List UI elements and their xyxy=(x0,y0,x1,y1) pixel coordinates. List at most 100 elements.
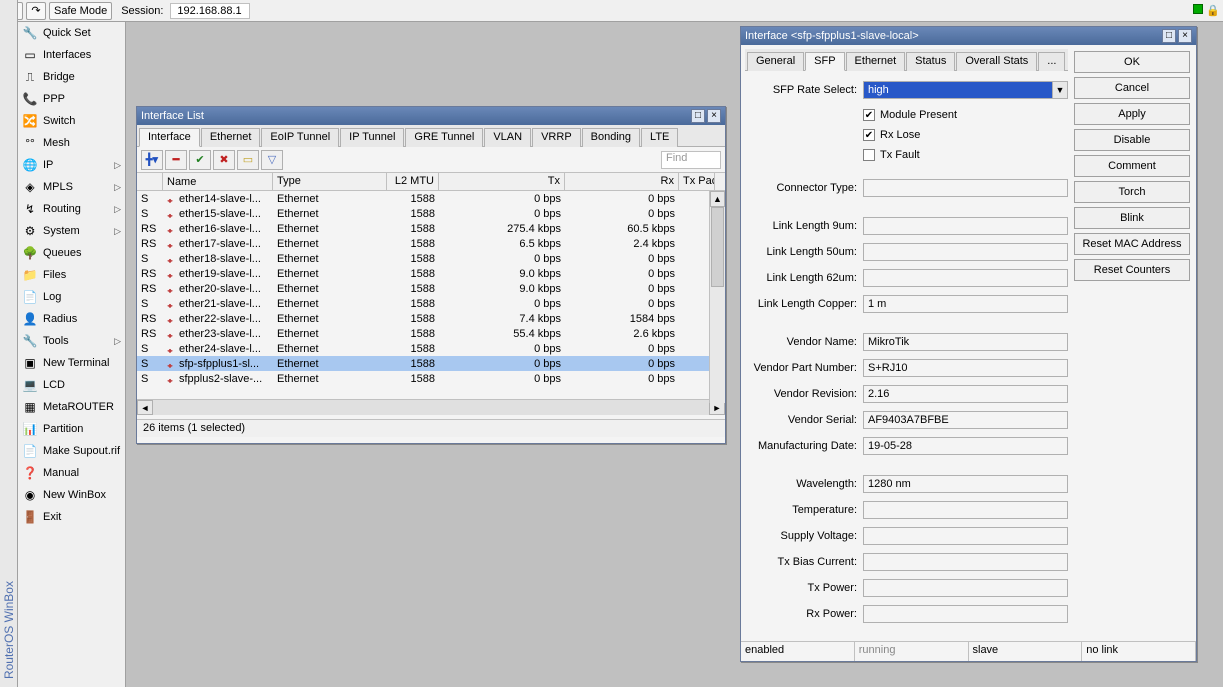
rx-lose-label: Rx Lose xyxy=(880,129,920,141)
table-row[interactable]: S ether24-slave-l... Ethernet 1588 0 bps… xyxy=(137,341,725,356)
menu-item-routing[interactable]: ↯Routing▷ xyxy=(18,198,125,220)
tab-status[interactable]: Status xyxy=(906,52,955,71)
menu-item-radius[interactable]: 👤Radius xyxy=(18,308,125,330)
blink-button[interactable]: Blink xyxy=(1074,207,1190,229)
col-rx[interactable]: Rx xyxy=(565,173,679,190)
menu-item-new-winbox[interactable]: ◉New WinBox xyxy=(18,484,125,506)
rate-select-combo[interactable]: high ▼ xyxy=(863,81,1068,99)
comment-button[interactable]: ▭ xyxy=(237,150,259,170)
tab-vrrp[interactable]: VRRP xyxy=(532,128,581,147)
vertical-scrollbar[interactable]: ▲ xyxy=(709,191,725,403)
comment-button[interactable]: Comment xyxy=(1074,155,1190,177)
col-tx[interactable]: Tx xyxy=(439,173,565,190)
status-running: running xyxy=(855,642,969,661)
menu-item-switch[interactable]: 🔀Switch xyxy=(18,110,125,132)
col-txp[interactable]: Tx Pac xyxy=(679,173,715,190)
add-button[interactable]: ╋▾ xyxy=(141,150,163,170)
menu-item-log[interactable]: 📄Log xyxy=(18,286,125,308)
filter-button[interactable]: ▽ xyxy=(261,150,283,170)
tab-eoip-tunnel[interactable]: EoIP Tunnel xyxy=(261,128,339,147)
reset-mac-address-button[interactable]: Reset MAC Address xyxy=(1074,233,1190,255)
menu-item-bridge[interactable]: ⎍Bridge xyxy=(18,66,125,88)
table-row[interactable]: S ether18-slave-l... Ethernet 1588 0 bps… xyxy=(137,251,725,266)
row-flag: RS xyxy=(137,283,163,295)
horizontal-scrollbar[interactable]: ◄ ► xyxy=(137,399,725,415)
menu-item-quick-set[interactable]: 🔧Quick Set xyxy=(18,22,125,44)
col-name[interactable]: Name xyxy=(163,173,273,190)
tab-ethernet[interactable]: Ethernet xyxy=(201,128,261,147)
field-label: Wavelength: xyxy=(745,478,863,490)
find-input[interactable]: Find xyxy=(661,151,721,169)
ok-button[interactable]: OK xyxy=(1074,51,1190,73)
tab-ip-tunnel[interactable]: IP Tunnel xyxy=(340,128,404,147)
menu-item-tools[interactable]: 🔧Tools▷ xyxy=(18,330,125,352)
col-type[interactable]: Type xyxy=(273,173,387,190)
tab-gre-tunnel[interactable]: GRE Tunnel xyxy=(405,128,483,147)
menu-item-interfaces[interactable]: ▭Interfaces xyxy=(18,44,125,66)
tab-sfp[interactable]: SFP xyxy=(805,52,844,71)
scroll-thumb[interactable] xyxy=(711,207,724,287)
menu-icon: ⎍ xyxy=(22,69,38,85)
menu-item-metarouter[interactable]: ▦MetaROUTER xyxy=(18,396,125,418)
tab--[interactable]: ... xyxy=(1038,52,1065,71)
menu-item-ppp[interactable]: 📞PPP xyxy=(18,88,125,110)
field-row: Manufacturing Date:19-05-28 xyxy=(745,435,1068,457)
table-row[interactable]: RS ether23-slave-l... Ethernet 1588 55.4… xyxy=(137,326,725,341)
menu-item-system[interactable]: ⚙System▷ xyxy=(18,220,125,242)
tab-general[interactable]: General xyxy=(747,52,804,71)
tab-lte[interactable]: LTE xyxy=(641,128,678,147)
menu-item-mesh[interactable]: °°Mesh xyxy=(18,132,125,154)
scroll-up-button[interactable]: ▲ xyxy=(710,191,725,207)
table-row[interactable]: RS ether20-slave-l... Ethernet 1588 9.0 … xyxy=(137,281,725,296)
menu-item-manual[interactable]: ❓Manual xyxy=(18,462,125,484)
minimize-button[interactable]: □ xyxy=(691,109,705,123)
table-row[interactable]: RS ether16-slave-l... Ethernet 1588 275.… xyxy=(137,221,725,236)
row-mtu: 1588 xyxy=(387,253,439,265)
tab-interface[interactable]: Interface xyxy=(139,128,200,147)
table-row[interactable]: S ether14-slave-l... Ethernet 1588 0 bps… xyxy=(137,191,725,206)
col-flag[interactable] xyxy=(137,173,163,190)
table-row[interactable]: S sfp-sfpplus1-sl... Ethernet 1588 0 bps… xyxy=(137,356,725,371)
scroll-left-button[interactable]: ◄ xyxy=(137,400,153,415)
menu-item-lcd[interactable]: 💻LCD xyxy=(18,374,125,396)
window-titlebar[interactable]: Interface <sfp-sfpplus1-slave-local> □ × xyxy=(741,27,1196,45)
table-row[interactable]: S ether21-slave-l... Ethernet 1588 0 bps… xyxy=(137,296,725,311)
row-flag: RS xyxy=(137,268,163,280)
cancel-button[interactable]: Cancel xyxy=(1074,77,1190,99)
disable-button[interactable]: Disable xyxy=(1074,129,1190,151)
table-row[interactable]: S sfpplus2-slave-... Ethernet 1588 0 bps… xyxy=(137,371,725,386)
menu-item-make-supout.rif[interactable]: 📄Make Supout.rif xyxy=(18,440,125,462)
table-row[interactable]: RS ether22-slave-l... Ethernet 1588 7.4 … xyxy=(137,311,725,326)
tab-vlan[interactable]: VLAN xyxy=(484,128,531,147)
table-row[interactable]: RS ether19-slave-l... Ethernet 1588 9.0 … xyxy=(137,266,725,281)
table-row[interactable]: S ether15-slave-l... Ethernet 1588 0 bps… xyxy=(137,206,725,221)
minimize-button[interactable]: □ xyxy=(1162,29,1176,43)
dropdown-icon[interactable]: ▼ xyxy=(1052,81,1068,99)
menu-item-new-terminal[interactable]: ▣New Terminal xyxy=(18,352,125,374)
menu-item-exit[interactable]: 🚪Exit xyxy=(18,506,125,528)
close-button[interactable]: × xyxy=(707,109,721,123)
menu-item-queues[interactable]: 🌳Queues xyxy=(18,242,125,264)
tx-fault-checkbox xyxy=(863,149,875,161)
reset-counters-button[interactable]: Reset Counters xyxy=(1074,259,1190,281)
close-button[interactable]: × xyxy=(1178,29,1192,43)
menu-item-ip[interactable]: 🌐IP▷ xyxy=(18,154,125,176)
safe-mode-button[interactable]: Safe Mode xyxy=(49,2,112,20)
enable-button[interactable]: ✔ xyxy=(189,150,211,170)
row-tx: 7.4 kbps xyxy=(439,313,565,325)
redo-button[interactable]: ↷ xyxy=(26,2,46,20)
disable-button[interactable]: ✖ xyxy=(213,150,235,170)
remove-button[interactable]: ━ xyxy=(165,150,187,170)
tab-overall-stats[interactable]: Overall Stats xyxy=(956,52,1037,71)
menu-item-mpls[interactable]: ◈MPLS▷ xyxy=(18,176,125,198)
menu-item-files[interactable]: 📁Files xyxy=(18,264,125,286)
window-titlebar[interactable]: Interface List □ × xyxy=(137,107,725,125)
apply-button[interactable]: Apply xyxy=(1074,103,1190,125)
menu-item-partition[interactable]: 📊Partition xyxy=(18,418,125,440)
torch-button[interactable]: Torch xyxy=(1074,181,1190,203)
col-mtu[interactable]: L2 MTU xyxy=(387,173,439,190)
tab-ethernet[interactable]: Ethernet xyxy=(846,52,906,71)
tab-bonding[interactable]: Bonding xyxy=(582,128,640,147)
table-row[interactable]: RS ether17-slave-l... Ethernet 1588 6.5 … xyxy=(137,236,725,251)
field-row: Vendor Name:MikroTik xyxy=(745,331,1068,353)
